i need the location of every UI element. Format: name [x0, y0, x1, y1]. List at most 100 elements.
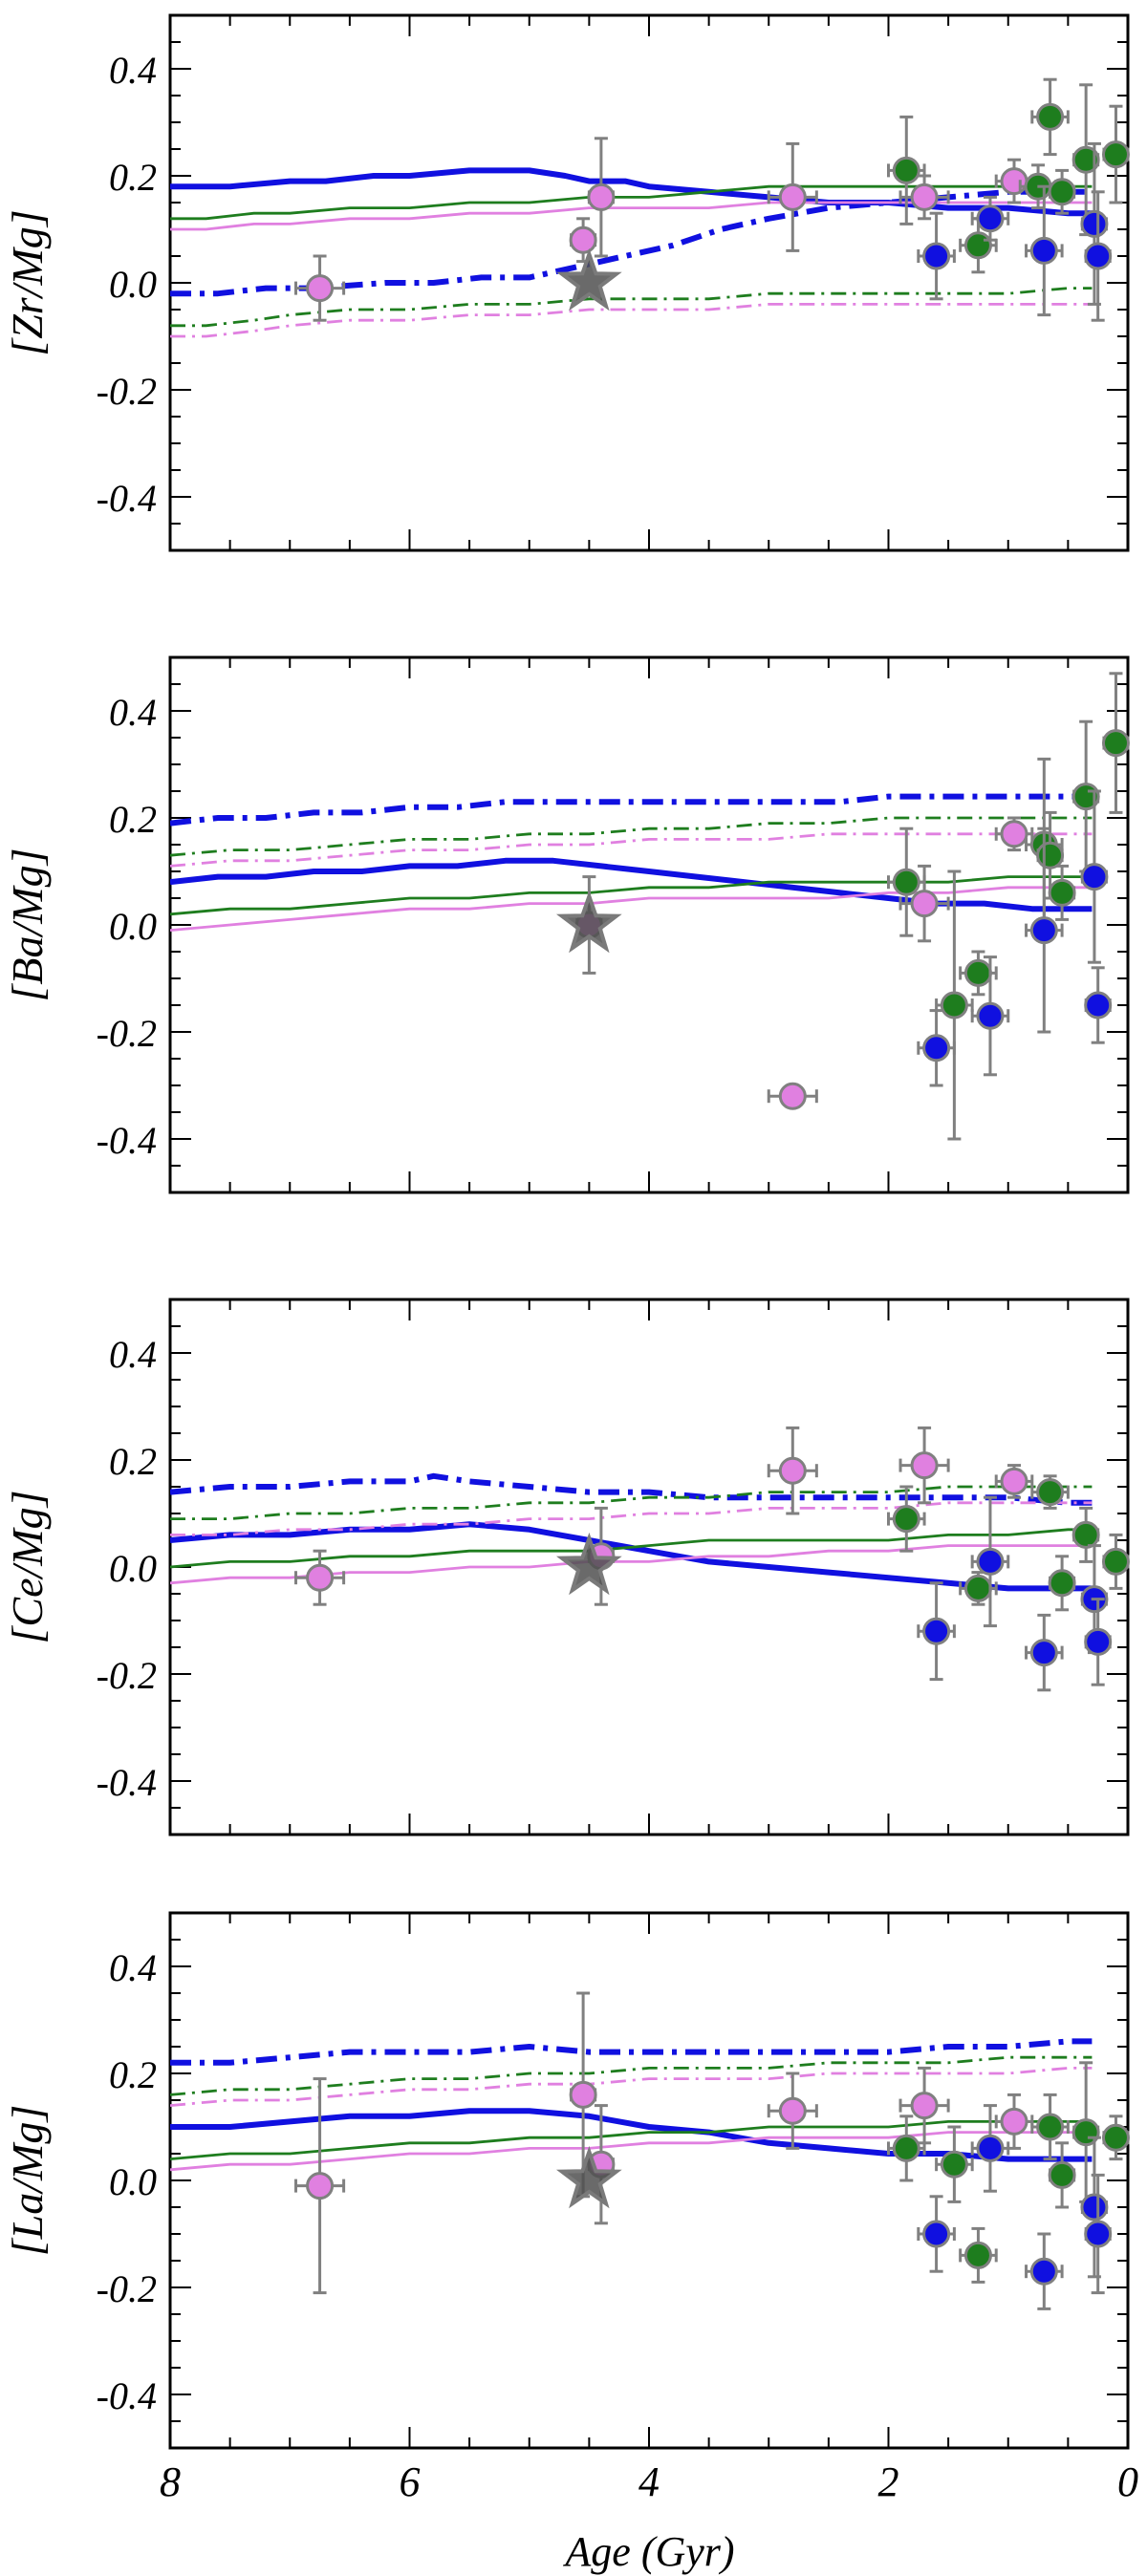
y-tick-label: 0.2: [109, 2053, 157, 2096]
data-point-violet: [569, 2080, 597, 2109]
y-tick-label: -0.2: [97, 1012, 157, 1055]
data-point-green: [1071, 145, 1100, 174]
model-line-blue-dashdot: [170, 793, 1093, 826]
model-line-green-solid: [170, 184, 1093, 221]
model-line-blue-solid: [170, 857, 1093, 912]
data-point-green: [963, 958, 992, 987]
y-tick-label: -0.4: [97, 1761, 157, 1804]
data-point-green: [1048, 878, 1076, 907]
data-point-blue: [922, 2220, 951, 2248]
y-axis-label: [Zr/Mg]: [3, 209, 52, 355]
y-tick-label: -0.4: [97, 477, 157, 520]
data-point-violet: [778, 1082, 807, 1110]
data-point-violet: [1000, 820, 1028, 848]
y-tick-label: -0.4: [97, 1119, 157, 1162]
model-line-violet-solid: [170, 201, 1093, 231]
y-tick-label: -0.2: [97, 1654, 157, 1697]
y-tick-label: -0.2: [97, 2267, 157, 2310]
model-line-green-dashdot: [170, 816, 1093, 857]
panel-2: 0.4 0.2 0.0 -0.2 -0.4 [Ba/Mg]: [3, 655, 1130, 1194]
model-curves: [170, 793, 1093, 932]
panel-3: 0.4 0.2 0.0 -0.2 -0.4 [Ce/Mg]: [3, 1298, 1130, 1836]
panel-1: 0.4 0.2 0.0 -0.2 -0.4 [Zr/Mg]: [3, 13, 1130, 552]
model-curves: [170, 2038, 1093, 2172]
data-point-violet: [306, 1563, 335, 1592]
model-line-green-solid: [170, 875, 1093, 916]
x-tick-label: 6: [400, 2458, 421, 2505]
model-line-blue-solid: [170, 167, 1093, 217]
data-point-blue: [1080, 2193, 1109, 2222]
y-tick-label: 0.4: [109, 1333, 157, 1376]
model-line-violet-dashdot: [170, 2067, 1093, 2107]
model-line-blue-dashdot: [170, 1472, 1093, 1506]
y-tick-label: 0.0: [109, 905, 157, 948]
data-point-blue: [976, 1001, 1005, 1030]
data-point-violet: [910, 2092, 939, 2120]
model-line-blue-dashdot: [170, 2038, 1093, 2066]
data-point-blue: [1029, 2257, 1058, 2286]
data-point-violet: [910, 890, 939, 918]
sun-star-marker: [555, 247, 622, 311]
data-point-green: [1036, 2113, 1065, 2141]
data-point-blue: [1080, 209, 1109, 238]
data-point-green: [940, 991, 968, 1020]
data-point-blue: [1084, 2220, 1113, 2248]
data-point-violet: [306, 2172, 335, 2200]
sun-star-marker: [555, 2145, 622, 2209]
data-point-green: [1036, 102, 1065, 131]
data-point-green: [963, 231, 992, 260]
y-tick-label: -0.2: [97, 370, 157, 413]
plot-frame: [168, 655, 1130, 1194]
y-tick-label: 0.2: [109, 798, 157, 841]
data-points: [294, 77, 1130, 322]
model-line-violet-dashdot: [170, 1501, 1093, 1536]
data-point-blue: [976, 2134, 1005, 2162]
model-line-green-dashdot: [170, 1485, 1093, 1520]
sun-star-marker: [555, 1532, 622, 1596]
data-point-violet: [587, 182, 616, 211]
data-point-blue: [1084, 242, 1113, 270]
y-tick-label: 0.2: [109, 1440, 157, 1483]
data-point-blue: [1029, 1639, 1058, 1667]
model-line-green-dashdot: [170, 2055, 1093, 2096]
data-point-violet: [778, 1456, 807, 1485]
y-tick-label: 0.0: [109, 1547, 157, 1590]
x-axis-label: Age (Gyr): [562, 2528, 734, 2575]
y-axis-label: [Ce/Mg]: [3, 1491, 52, 1644]
model-line-violet-solid: [170, 2131, 1093, 2172]
x-tick-label: 8: [160, 2458, 181, 2505]
data-point-green: [892, 156, 920, 184]
data-point-green: [1101, 140, 1130, 169]
data-point-violet: [569, 225, 597, 254]
data-point-green: [963, 2241, 992, 2269]
y-tick-label: 0.0: [109, 263, 157, 306]
data-point-violet: [1000, 1467, 1028, 1495]
model-line-violet-dashdot: [170, 303, 1093, 338]
data-point-blue: [1084, 991, 1113, 1020]
model-line-blue-solid: [170, 2108, 1093, 2162]
y-axis-label: [La/Mg]: [3, 2105, 52, 2256]
y-axis-label: [Ba/Mg]: [3, 848, 52, 1002]
y-tick-label: 0.4: [109, 1946, 157, 1989]
data-point-green: [1101, 729, 1130, 758]
data-point-blue: [976, 1547, 1005, 1576]
sun-star-marker: [555, 890, 622, 954]
data-point-blue: [1029, 916, 1058, 945]
data-point-green: [1036, 1478, 1065, 1507]
model-line-violet-solid: [170, 886, 1093, 932]
y-tick-label: 0.0: [109, 2160, 157, 2203]
data-point-green: [1048, 178, 1076, 206]
y-tick-label: -0.4: [97, 2374, 157, 2417]
y-tick-label: 0.4: [109, 691, 157, 734]
data-point-green: [1048, 2160, 1076, 2189]
data-point-green: [1036, 841, 1065, 869]
y-tick-label: 0.4: [109, 49, 157, 92]
x-tick-label: 4: [638, 2458, 660, 2505]
model-line-green-solid: [170, 2120, 1093, 2160]
data-point-blue: [922, 1617, 951, 1645]
model-line-green-solid: [170, 1528, 1093, 1569]
data-point-blue: [922, 242, 951, 270]
data-point-green: [1101, 1547, 1130, 1576]
data-points: [294, 1991, 1130, 2310]
